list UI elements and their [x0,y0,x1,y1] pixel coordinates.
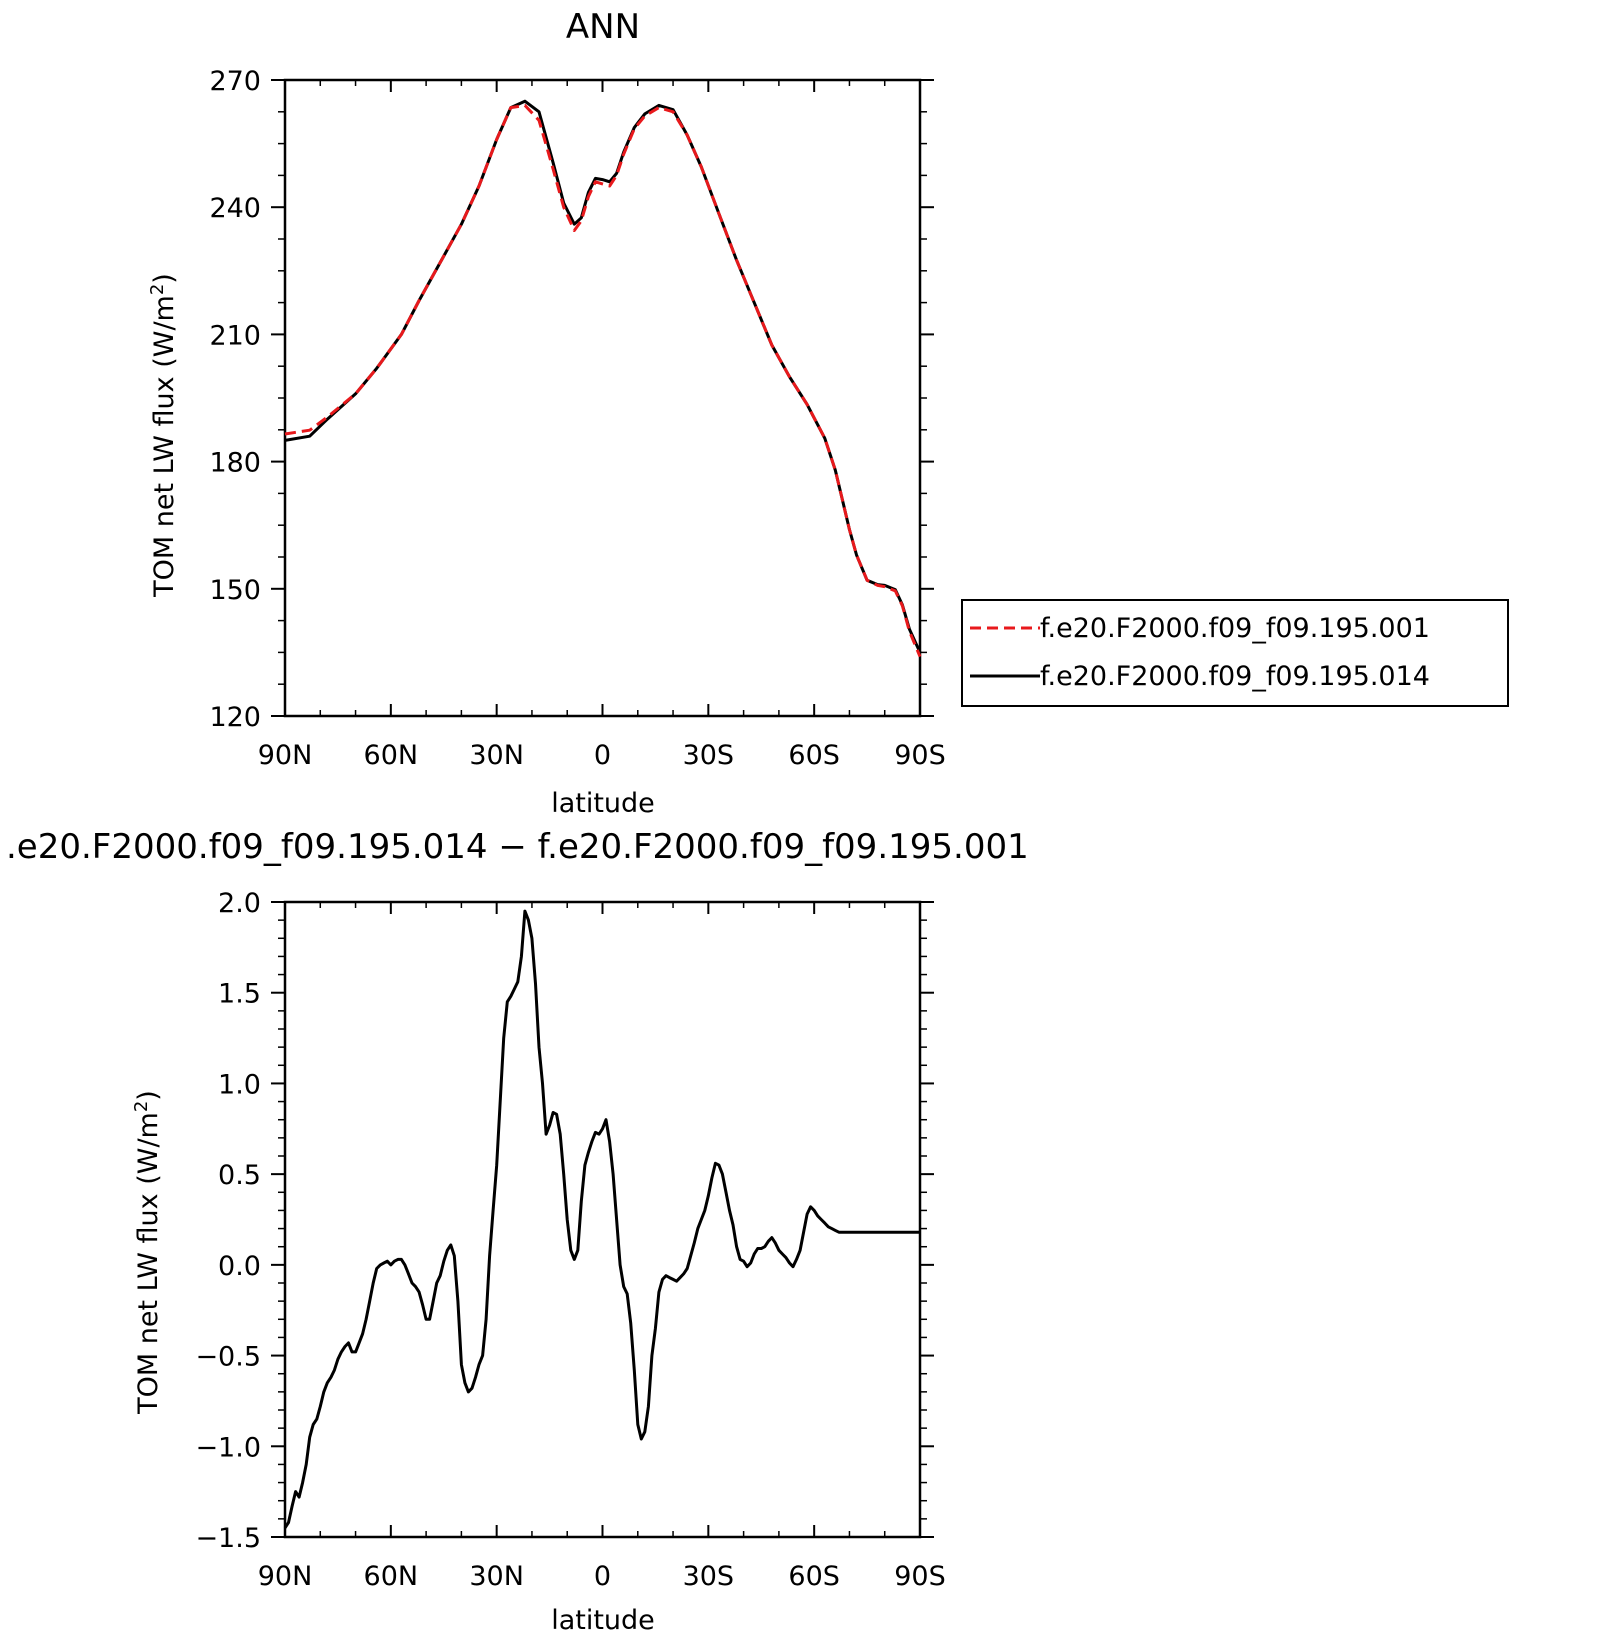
top-y-tick-label: 150 [209,575,261,606]
top-y-tick-label: 270 [209,66,261,97]
top-x-tick-label: 30N [469,740,524,771]
bottom-x-tick-label: 90S [894,1561,946,1592]
bottom-x-tick-label: 90N [258,1561,313,1592]
bottom-y-tick-label: −0.5 [195,1342,261,1373]
bottom-series-line-1 [283,909,920,1529]
bottom-y-tick-label: 0.0 [218,1251,261,1282]
top-y-tick-label: 210 [209,320,261,351]
bottom-y-axis-label-superscript: 2 [131,1101,152,1112]
top-x-tick-label: 90N [258,740,313,771]
bottom-y-tick-label: 0.5 [218,1160,261,1191]
bottom-x-axis-label: latitude [551,1605,655,1635]
bottom-x-tick-label: 60N [364,1561,419,1592]
top-x-tick-label: 90S [894,740,946,771]
top-y-axis-label: TOM net LW flux (W/m2) [147,273,181,598]
top-y-tick-label: 180 [209,448,261,479]
top-x-tick-label: 60N [364,740,419,771]
top-y-axis-label-main: TOM net LW flux (W/m [149,295,180,598]
top-x-tick-label: 30S [683,740,735,771]
top-x-tick-label: 0 [594,740,611,771]
legend-box [961,599,1509,707]
bottom-y-tick-label: −1.5 [195,1523,261,1554]
bottom-y-axis-label: TOM net LW flux (W/m2) [131,1090,165,1415]
bottom-y-axis-label-close: ) [133,1090,164,1101]
bottom-y-tick-label: 1.0 [218,1069,261,1100]
bottom-chart-title: .e20.F2000.f09_f09.195.014 − f.e20.F2000… [6,827,1029,867]
top-y-axis-label-close: ) [149,273,180,284]
bottom-x-tick-label: 60S [788,1561,840,1592]
top-y-axis-label-superscript: 2 [147,284,168,295]
bottom-y-tick-label: 1.5 [218,979,261,1010]
bottom-y-tick-label: 2.0 [218,888,261,919]
bottom-chart: .e20.F2000.f09_f09.195.014 − f.e20.F2000… [6,827,1029,1635]
top-x-tick-label: 60S [788,740,840,771]
bottom-y-axis-label-main: TOM net LW flux (W/m [133,1112,164,1415]
bottom-x-tick-label: 30N [469,1561,524,1592]
bottom-x-tick-label: 0 [594,1561,611,1592]
top-chart-title: ANN [566,7,640,47]
bottom-y-tick-label: −1.0 [195,1432,261,1463]
top-y-tick-label: 240 [209,193,261,224]
legend: f.e20.F2000.f09_f09.195.001 f.e20.F2000.… [961,599,1509,707]
top-series-line-1 [284,103,922,658]
bottom-x-tick-label: 30S [683,1561,735,1592]
legend-label-series-1: f.e20.F2000.f09_f09.195.001 [1040,613,1430,644]
legend-label-series-2: f.e20.F2000.f09_f09.195.014 [1040,661,1430,692]
top-chart: ANN latitude TOM net LW flux (W/m2) 90N 6… [147,7,946,819]
top-y-tick-label: 120 [209,702,261,733]
top-x-axis-label: latitude [551,788,655,819]
